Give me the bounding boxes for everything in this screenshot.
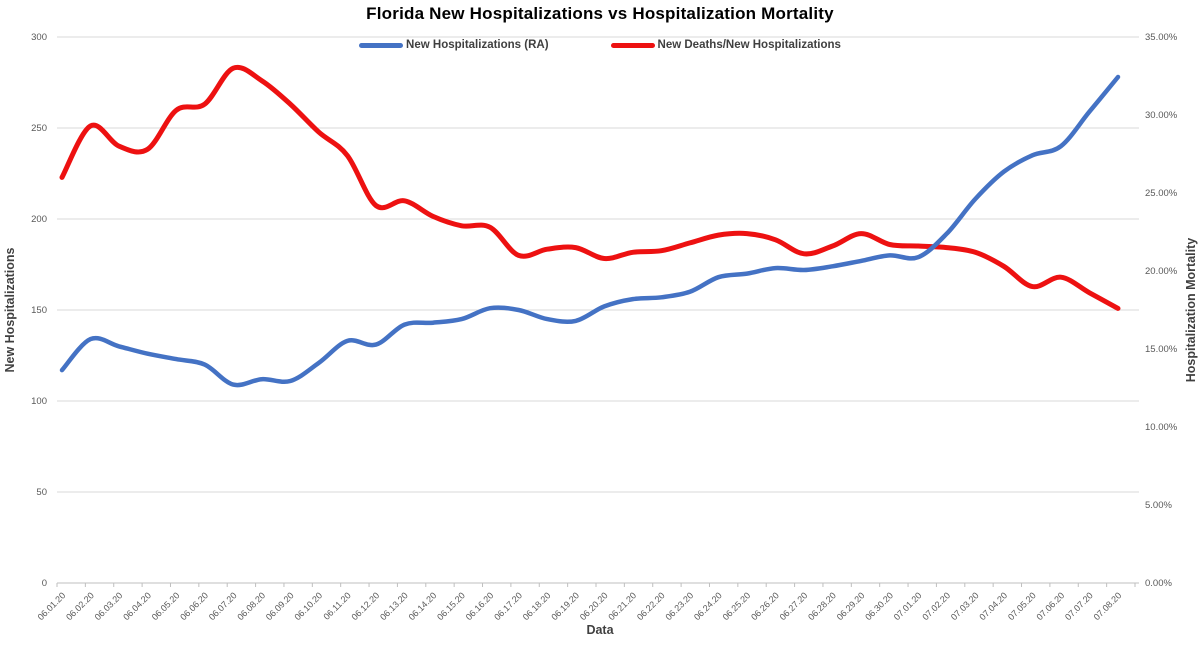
right-axis-tick-label: 15.00% <box>1145 344 1178 355</box>
x-axis-title: Data <box>586 623 614 637</box>
right-axis-tick-label: 5.00% <box>1145 500 1172 511</box>
x-axis-tick-label: 06.11.20 <box>321 590 352 621</box>
right-axis-tick-label: 20.00% <box>1145 266 1178 277</box>
x-axis-tick-label: 06.01.20 <box>36 590 68 622</box>
left-axis-tick-label: 50 <box>36 487 47 498</box>
x-axis-tick-label: 06.10.20 <box>292 590 324 622</box>
right-axis-tick-label: 0.00% <box>1145 578 1172 589</box>
legend-label: New Hospitalizations (RA) <box>406 39 549 51</box>
x-axis-tick-label: 06.14.20 <box>407 590 439 622</box>
left-axis-tick-label: 300 <box>31 32 47 43</box>
left-axis-tick-label: 200 <box>31 214 47 225</box>
x-axis-tick-label: 06.26.20 <box>749 590 781 622</box>
x-axis-tick-label: 06.17.20 <box>492 590 524 622</box>
x-axis-tick-label: 06.09.20 <box>264 590 296 622</box>
legend-item-1[interactable]: New Hospitalizations (RA) <box>359 39 549 51</box>
x-axis-tick-label: 06.19.20 <box>549 590 581 622</box>
left-axis-tick-label: 250 <box>31 123 47 134</box>
x-axis-tick-label: 06.28.20 <box>806 590 838 622</box>
x-axis-tick-label: 06.08.20 <box>235 590 267 622</box>
legend-label: New Deaths/New Hospitalizations <box>657 39 841 51</box>
x-axis-tick-label: 07.04.20 <box>977 590 1009 622</box>
x-axis-tick-label: 07.06.20 <box>1034 590 1066 622</box>
left-axis-tick-label: 150 <box>31 305 47 316</box>
x-axis-tick-label: 06.06.20 <box>178 590 210 622</box>
x-axis-tick-label: 06.16.20 <box>464 590 496 622</box>
x-axis-tick-label: 07.05.20 <box>1006 590 1038 622</box>
x-axis-tick-label: 06.03.20 <box>93 590 125 622</box>
x-axis-tick-label: 06.24.20 <box>692 590 724 622</box>
series-line-mortality[interactable] <box>59 64 1121 311</box>
left-axis-tick-label: 0 <box>42 578 47 589</box>
chart-title: Florida New Hospitalizations vs Hospital… <box>366 4 834 23</box>
x-axis-tick-label: 06.04.20 <box>121 590 153 622</box>
x-axis-tick-label: 06.13.20 <box>378 590 410 622</box>
x-axis-tick-label: 06.29.20 <box>835 590 867 622</box>
right-axis-tick-label: 35.00% <box>1145 32 1178 43</box>
legend-item-2[interactable]: New Deaths/New Hospitalizations <box>610 39 841 51</box>
right-axis-tick-label: 25.00% <box>1145 188 1178 199</box>
right-axis-tick-label: 30.00% <box>1145 110 1178 121</box>
legend-line-swatch <box>359 42 404 48</box>
x-axis-tick-label: 06.25.20 <box>721 590 753 622</box>
x-axis-tick-label: 06.02.20 <box>64 590 96 622</box>
x-axis-tick-label: 06.12.20 <box>350 590 382 622</box>
x-axis-tick-label: 07.08.20 <box>1092 590 1124 622</box>
x-axis-tick-label: 07.01.20 <box>892 590 924 622</box>
x-axis-tick-label: 06.07.20 <box>207 590 239 622</box>
series-line-new-hospitalizations[interactable] <box>59 74 1121 388</box>
legend-line-swatch <box>610 42 655 48</box>
x-axis-tick-label: 07.07.20 <box>1063 590 1095 622</box>
x-axis-tick-label: 07.02.20 <box>920 590 952 622</box>
x-axis-tick-label: 06.27.20 <box>778 590 810 622</box>
x-axis-tick-label: 06.23.20 <box>663 590 695 622</box>
x-axis-tick-label: 06.22.20 <box>635 590 667 622</box>
x-axis-tick-label: 06.21.20 <box>606 590 638 622</box>
x-axis-tick-label: 06.30.20 <box>863 590 895 622</box>
left-axis-tick-label: 100 <box>31 396 47 407</box>
x-axis-tick-label: 06.18.20 <box>521 590 553 622</box>
chart-legend: New Hospitalizations (RA) New Deaths/New … <box>0 39 1200 51</box>
right-axis-tick-label: 10.00% <box>1145 422 1178 433</box>
x-axis-tick-label: 07.03.20 <box>949 590 981 622</box>
x-axis-tick-label: 06.20.20 <box>578 590 610 622</box>
x-axis-tick-label: 06.05.20 <box>150 590 182 622</box>
x-axis-tick-label: 06.15.20 <box>435 590 467 622</box>
